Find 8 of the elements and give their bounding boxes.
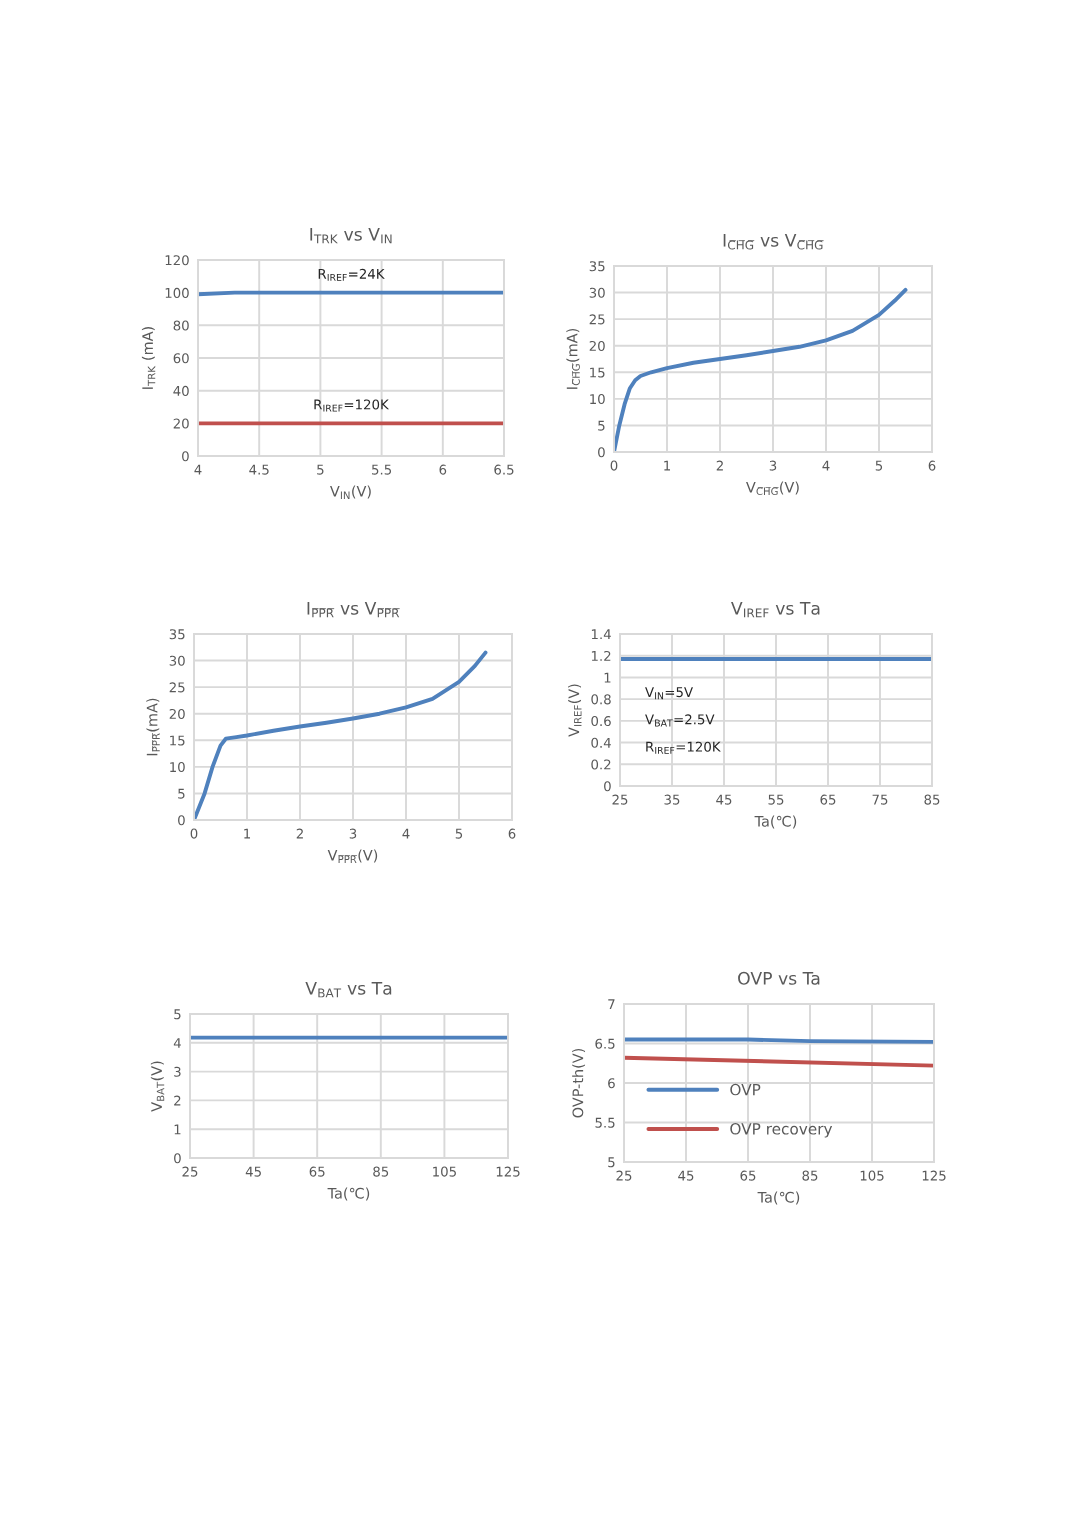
line-series xyxy=(194,650,488,820)
line-series xyxy=(614,287,908,452)
chart-title: I$_{TRK}$ vs V$_{IN}$ xyxy=(310,227,392,244)
chart-title: V$_{IREF}$ vs Ta xyxy=(731,601,820,618)
chart-title: V$_{BAT}$ vs Ta xyxy=(305,981,392,998)
chart-title: I$_{P̅P̅R̅}$ vs V$_{P̅P̅R̅}$ xyxy=(307,601,400,618)
chart-title: OVP vs Ta xyxy=(738,971,820,985)
chart-title: I$_{C̅H̅G̅}$ vs V$_{C̅H̅G̅}$ xyxy=(723,233,824,250)
